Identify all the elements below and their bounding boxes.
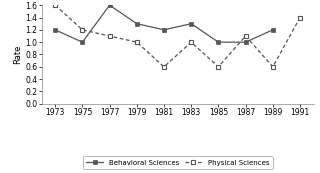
Behavioral Sciences [135,23,139,25]
Physical Sciences [53,4,57,6]
Y-axis label: Rate: Rate [13,45,22,64]
Physical Sciences [81,29,84,31]
Line: Physical Sciences: Physical Sciences [53,3,302,69]
Physical Sciences [162,66,166,68]
Behavioral Sciences [53,29,57,31]
Line: Behavioral Sciences: Behavioral Sciences [53,3,275,45]
Physical Sciences [298,16,302,19]
Behavioral Sciences [217,41,220,43]
Physical Sciences [189,41,193,43]
Behavioral Sciences [189,23,193,25]
Behavioral Sciences [81,41,84,43]
Behavioral Sciences [162,29,166,31]
Physical Sciences [217,66,220,68]
Behavioral Sciences [108,4,112,6]
Physical Sciences [108,35,112,37]
Physical Sciences [244,35,248,37]
Physical Sciences [271,66,275,68]
Physical Sciences [135,41,139,43]
Legend: Behavioral Sciences, Physical Sciences: Behavioral Sciences, Physical Sciences [83,156,273,169]
Behavioral Sciences [244,41,248,43]
Behavioral Sciences [271,29,275,31]
